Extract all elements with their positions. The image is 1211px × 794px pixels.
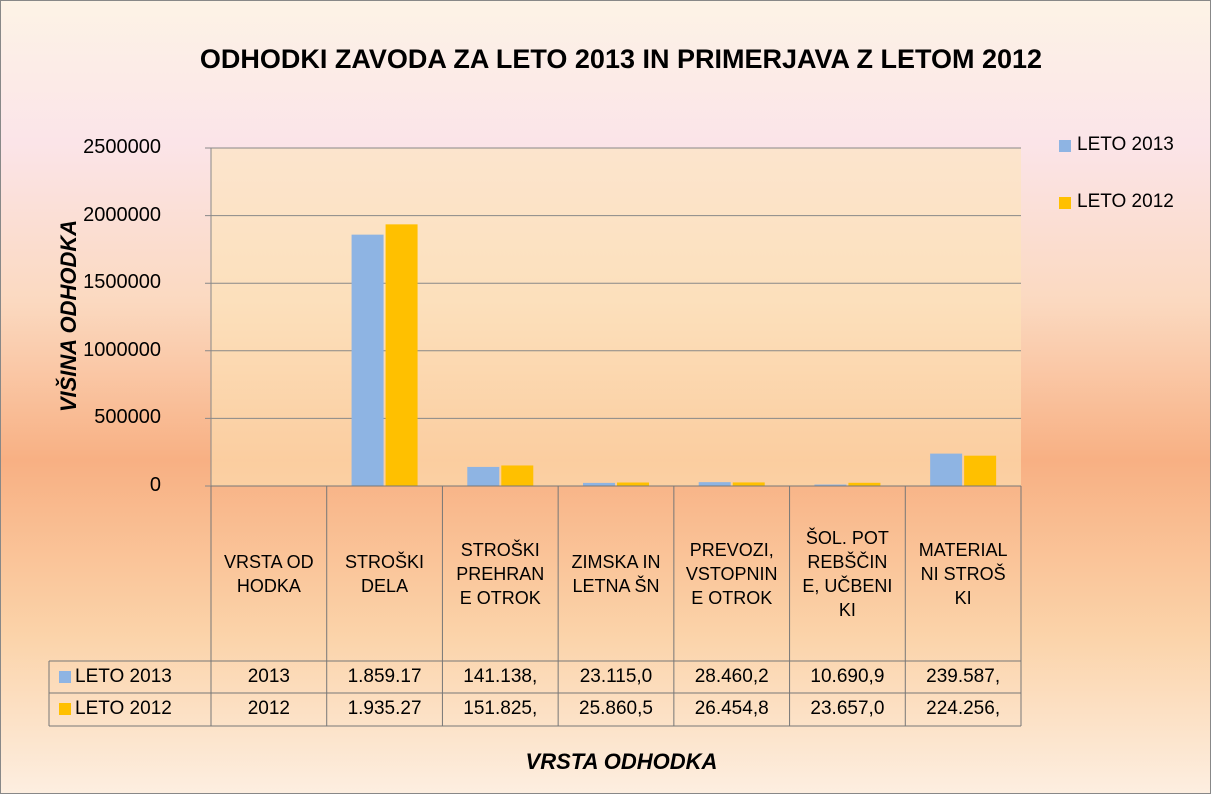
bar — [814, 484, 847, 486]
x-tick-label: ZIMSKA IN LETNA ŠN — [571, 551, 661, 596]
bar — [930, 453, 963, 486]
y-axis-title: VIŠINA ODHODKA — [56, 219, 81, 413]
table-cell: 151.825, — [463, 698, 538, 719]
table-cell: 23.657,0 — [810, 698, 885, 719]
y-tick-label: 500000 — [94, 406, 161, 429]
legend-label: LETO 2013 — [1077, 134, 1174, 155]
x-tick-label: MATERIALNI STROŠKI — [918, 539, 1008, 608]
y-tick-label: 1500000 — [83, 271, 161, 294]
legend-key — [1059, 140, 1071, 152]
bar — [467, 466, 500, 486]
y-tick-label: 0 — [149, 474, 161, 496]
table-cell: 26.454,8 — [694, 698, 769, 719]
bar — [351, 234, 384, 486]
x-tick-label: ŠOL. POTREBŠČINE, UČBENIKI — [802, 527, 893, 620]
bar — [964, 455, 997, 486]
x-tick-label: PREVOZI, VSTOPNINE OTROK — [685, 539, 778, 608]
table-cell: 10.690,9 — [810, 666, 885, 687]
plot-area — [211, 148, 1021, 486]
table-cell: 2012 — [247, 698, 290, 719]
table-cell: 141.138, — [463, 666, 538, 687]
table-cell: 28.460,2 — [694, 666, 769, 687]
table-legend-label: LETO 2013 — [75, 666, 172, 687]
bar — [385, 224, 418, 486]
table-legend-label: LETO 2012 — [75, 698, 172, 719]
legend-key — [1059, 197, 1071, 209]
table-cell: 1.935.27 — [347, 698, 422, 719]
legend-label: LETO 2012 — [1077, 191, 1174, 212]
x-axis-title: VRSTA ODHODKA — [525, 749, 718, 774]
bar — [698, 482, 731, 486]
table-cell: 2013 — [247, 666, 290, 687]
table-legend-key — [59, 671, 71, 683]
table-cell: 1.859.17 — [347, 666, 422, 687]
bar — [501, 465, 534, 486]
x-tick-label: STROŠKI PREHRANE OTROK — [456, 539, 545, 608]
y-tick-label: 2000000 — [83, 203, 161, 226]
table-cell: 224.256, — [926, 698, 1001, 719]
table-cell: 239.587, — [926, 666, 1001, 687]
x-tick-label: STROŠKI DELA — [345, 551, 425, 596]
y-tick-label: 2500000 — [83, 136, 161, 158]
y-tick-label: 1000000 — [83, 338, 161, 361]
bar — [732, 482, 765, 486]
chart-title: ODHODKI ZAVODA ZA LETO 2013 IN PRIMERJAV… — [199, 44, 1043, 74]
bar — [583, 482, 615, 486]
table-cell: 25.860,5 — [579, 698, 653, 719]
table-legend-key — [59, 703, 71, 715]
x-tick-label: VRSTA ODHODKA — [224, 551, 314, 596]
bar — [848, 482, 881, 486]
table-cell: 23.115,0 — [579, 666, 653, 687]
bar — [617, 482, 649, 486]
